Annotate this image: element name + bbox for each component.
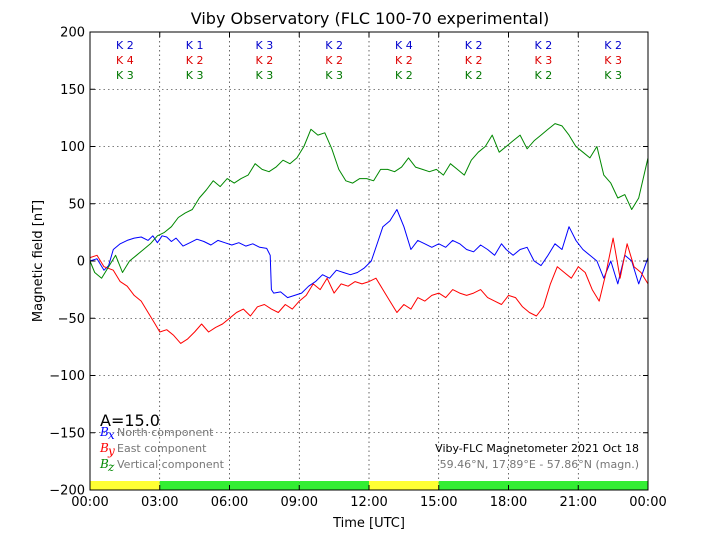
x-tick-label: 03:00	[141, 495, 178, 510]
y-tick-label: 100	[60, 140, 85, 155]
k-index-label: K 4	[395, 39, 413, 52]
legend-label: East component	[117, 442, 207, 455]
k-index-grid: K 2 K 4 K 3 K 1 K 2 K 3 K 3 K 2 K 3 K 2 K 2 K 3 K 4 K…	[116, 39, 622, 82]
x-axis-label: Time [UTC]	[332, 516, 405, 531]
x-tick-labels: 00:00 03:00 06:00 09:00 12:00 15:00 18:00 21:00…	[71, 495, 666, 510]
x-tick-label: 09:00	[281, 495, 318, 510]
k-index-label: K 1	[186, 39, 204, 52]
x-tick-label: 15:00	[420, 495, 457, 510]
k-index-label: K 3	[116, 69, 134, 82]
y-tick-labels: 200 150 100 50 0 −50 −100 −150 −200	[49, 26, 85, 499]
activity-segment	[229, 481, 300, 490]
series-line-z	[89, 123, 649, 279]
y-tick-label: 150	[60, 83, 85, 98]
series-line-x	[89, 209, 649, 299]
k-index-label: K 2	[604, 39, 622, 52]
y-tick-label: 0	[77, 255, 85, 270]
activity-segment	[369, 481, 439, 490]
k-index-label: K 2	[325, 54, 343, 67]
k-index-label: K 2	[395, 69, 413, 82]
x-tick-label: 00:00	[71, 495, 108, 510]
k-index-label: K 2	[535, 39, 553, 52]
chart-title: Viby Observatory (FLC 100-70 experimenta…	[191, 9, 550, 28]
k-index-label: K 2	[465, 54, 483, 67]
amplitude-annotation: A=15.0	[100, 411, 160, 430]
k-index-label: K 3	[256, 39, 274, 52]
k-index-label: K 3	[325, 69, 343, 82]
y-tick-label: −50	[58, 312, 85, 327]
activity-segment	[578, 481, 648, 490]
tick-marks	[89, 31, 649, 491]
legend-subscript: y	[107, 444, 115, 458]
x-tick-label: 06:00	[211, 495, 248, 510]
series-lines	[89, 123, 649, 344]
legend-label: Vertical component	[117, 458, 225, 471]
activity-segment	[299, 481, 369, 490]
activity-segment	[438, 481, 509, 490]
x-tick-label: 12:00	[350, 495, 387, 510]
k-index-label: K 3	[256, 69, 274, 82]
plot-area: K 2 K 4 K 3 K 1 K 2 K 3 K 3 K 2 K 3 K 2 K 2 K 3 K 4 K…	[89, 31, 649, 491]
y-axis-label: Magnetic field [nT]	[31, 200, 46, 322]
x-tick-label: 00:00	[629, 495, 666, 510]
k-index-label: K 3	[604, 69, 622, 82]
activity-segment	[508, 481, 579, 490]
info-title: Viby-FLC Magnetometer 2021 Oct 18	[435, 442, 639, 455]
legend-symbol: B	[99, 457, 109, 471]
k-index-label: K 2	[256, 54, 274, 67]
y-tick-label: 50	[68, 197, 85, 212]
x-tick-label: 18:00	[490, 495, 527, 510]
k-index-label: K 4	[116, 54, 134, 67]
x-tick-label: 21:00	[560, 495, 597, 510]
k-index-label: K 2	[465, 39, 483, 52]
y-tick-label: −200	[49, 484, 85, 499]
legend-label: North component	[117, 426, 214, 439]
k-index-label: K 2	[465, 69, 483, 82]
k-index-label: K 2	[325, 39, 343, 52]
activity-segment	[90, 481, 160, 490]
legend-symbol: B	[99, 425, 109, 439]
y-tick-label: 200	[60, 26, 85, 41]
y-tick-label: −150	[49, 426, 85, 441]
info-location: 59.46°N, 17.89°E - 57.86°N (magn.)	[440, 458, 639, 471]
legend-subscript: z	[107, 460, 115, 474]
k-index-label: K 2	[395, 54, 413, 67]
activity-segment	[159, 481, 230, 490]
y-tick-label: −100	[49, 369, 85, 384]
k-index-label: K 2	[186, 54, 204, 67]
legend-symbol: B	[99, 441, 109, 455]
activity-bar	[90, 481, 648, 490]
k-index-label: K 3	[535, 54, 553, 67]
grid-lines	[90, 32, 648, 490]
k-index-label: K 2	[535, 69, 553, 82]
k-index-label: K 2	[116, 39, 134, 52]
k-index-label: K 3	[604, 54, 622, 67]
series-line-y	[89, 237, 649, 344]
legend-subscript: x	[108, 428, 115, 442]
k-index-label: K 3	[186, 69, 204, 82]
